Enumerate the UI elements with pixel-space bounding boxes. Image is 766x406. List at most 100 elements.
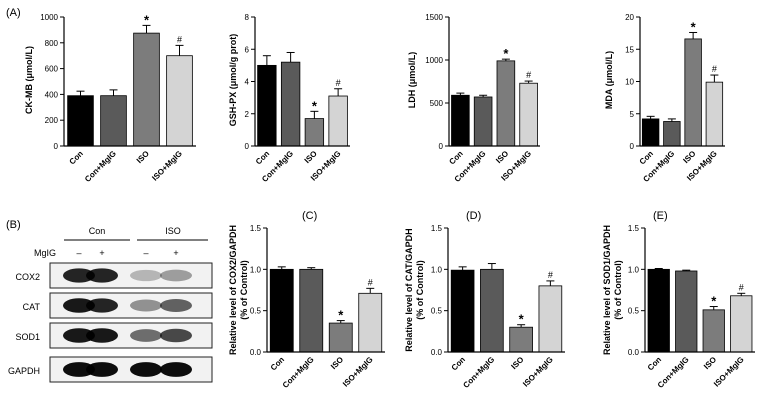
y-tick-label: 1.5 (250, 224, 262, 233)
bar-con (269, 268, 294, 353)
bar-chart-3: 050010001500ConCon+MgIG*ISO#ISO+MgIGLDH … (407, 13, 540, 184)
bar-iso (684, 38, 702, 147)
y-tick-label: 8 (245, 13, 250, 22)
significance-hash: # (177, 34, 182, 44)
blot-band (160, 269, 192, 282)
y-tick-label: 200 (45, 116, 59, 125)
y-tick-label: 0 (439, 142, 444, 151)
significance-hash: # (712, 64, 717, 74)
bar-iso (496, 60, 516, 147)
bar-chart-7: 0.00.51.01.5ConCon+MgIG*ISO#ISO+MgIGRela… (602, 224, 755, 390)
blot-band (130, 362, 162, 377)
significance-star: * (312, 98, 318, 113)
bar-iso (328, 322, 353, 353)
y-tick-label: 10 (625, 78, 634, 87)
bar-con-mgig (480, 268, 504, 353)
y-tick-label: 1.0 (431, 265, 443, 274)
blot-band (86, 268, 118, 283)
y-tick-label: 0 (245, 142, 250, 151)
blot-treatment-label: MgIG (34, 248, 56, 258)
x-tick-label: Con (638, 149, 655, 166)
blot-band (63, 298, 95, 313)
panel-label-e: (E) (653, 210, 668, 222)
blot-sign: + (99, 248, 104, 258)
panel-label-b: (B) (6, 219, 21, 231)
significance-hash: # (739, 282, 744, 292)
bar-con (257, 64, 277, 147)
blot-row-label: CAT (23, 302, 41, 312)
bar-con-mgig (280, 61, 301, 147)
bar-con (647, 268, 670, 353)
bar-con (67, 95, 94, 147)
significance-star: * (711, 294, 717, 309)
y-tick-label: 0.5 (250, 307, 262, 316)
bar-iso-mgig (358, 292, 383, 353)
y-tick-label: 0.0 (628, 348, 640, 357)
x-tick-label: ISO (509, 355, 525, 371)
significance-hash: # (336, 78, 341, 88)
blot-band (63, 362, 95, 377)
x-tick-label: ISO+MgIG (341, 355, 375, 389)
x-tick-label: ISO (135, 149, 151, 165)
blot-group-label: Con (89, 226, 106, 236)
blot-band (63, 328, 95, 343)
x-tick-label: ISO (681, 149, 697, 165)
y-tick-label: 0 (54, 142, 59, 151)
y-tick-label: 0.0 (250, 348, 262, 357)
blot-sign: – (76, 248, 81, 258)
x-tick-label: Con (269, 355, 286, 372)
blot-row-label: COX2 (15, 272, 40, 282)
blot-group-label: ISO (165, 226, 181, 236)
bar-iso (702, 309, 725, 353)
y-tick-label: 0.5 (628, 307, 640, 316)
bar-iso (133, 32, 160, 147)
y-tick-label: 1500 (425, 13, 443, 22)
bar-iso-mgig (166, 55, 193, 147)
x-tick-label: Con (450, 355, 467, 372)
blot-row-label: SOD1 (15, 332, 40, 342)
x-tick-label: Con (254, 149, 271, 166)
y-tick-label: 1.0 (250, 265, 262, 274)
x-tick-label: ISO (702, 355, 718, 371)
x-tick-label: ISO+MgIG (150, 149, 184, 183)
bar-iso-mgig (328, 95, 348, 147)
blot-band (160, 328, 192, 343)
bar-iso-mgig (705, 81, 724, 147)
y-tick-label: 1000 (425, 56, 443, 65)
significance-star: * (519, 312, 525, 327)
bar-con (641, 118, 660, 147)
x-tick-label: ISO (494, 149, 510, 165)
bar-con-mgig (663, 121, 681, 147)
significance-hash: # (368, 277, 373, 287)
blot-band (86, 328, 118, 343)
bar-con (451, 94, 470, 147)
x-tick-label: Con+MgIG (461, 355, 496, 390)
y-tick-label: 20 (625, 13, 634, 22)
y-tick-label: 4 (245, 78, 250, 87)
y-tick-label: 0.5 (431, 307, 443, 316)
significance-hash: # (548, 270, 553, 280)
bar-iso-mgig (519, 82, 538, 147)
x-tick-label: ISO (329, 355, 345, 371)
y-tick-label: 1.5 (628, 224, 640, 233)
bar-iso (509, 326, 533, 353)
significance-star: * (338, 308, 344, 323)
x-tick-label: Con (447, 149, 464, 166)
blot-sign: + (173, 248, 178, 258)
blot-row-label: GAPDH (8, 366, 40, 376)
y-tick-label: 1000 (40, 13, 58, 22)
significance-hash: # (526, 70, 531, 80)
significance-star: * (503, 46, 509, 61)
western-blot: Con ISO MgIG – + – + COX2 CAT SOD1 GAPDH (8, 226, 213, 383)
y-tick-label: 500 (430, 99, 444, 108)
x-tick-label: Con+MgIG (83, 149, 118, 184)
y-axis-label: Relative level of CAT/GAPDH(% of Control… (404, 228, 425, 351)
y-tick-label: 15 (625, 45, 634, 54)
y-axis-label: Relative level of COX2/GAPDH(% of Contro… (228, 225, 249, 355)
blot-band (130, 329, 162, 342)
